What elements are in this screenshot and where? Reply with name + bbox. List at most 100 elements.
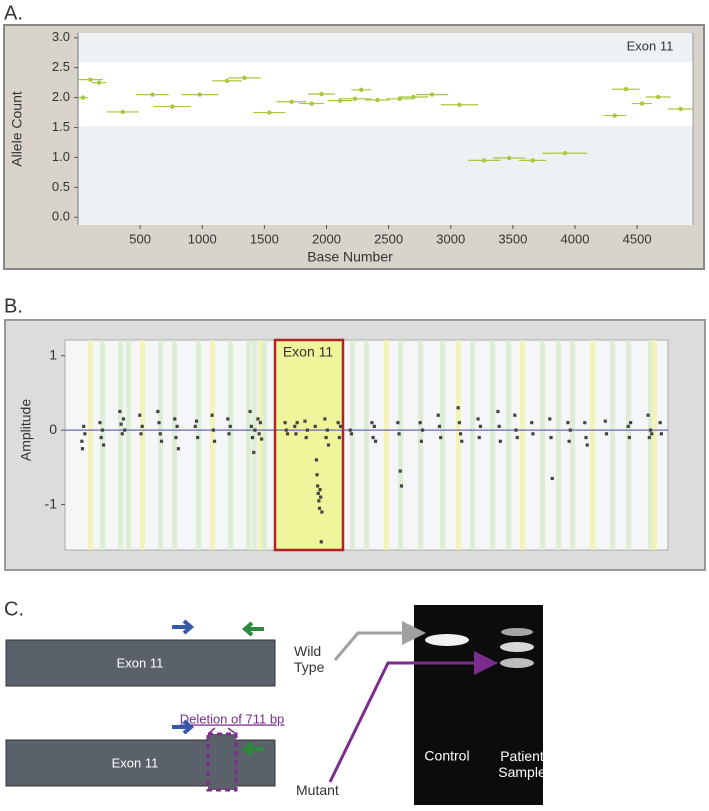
point [150, 92, 155, 97]
point [120, 432, 124, 436]
primers [172, 619, 264, 757]
point [584, 435, 588, 440]
point [80, 447, 85, 451]
point [159, 439, 164, 443]
point [303, 419, 307, 423]
point [267, 110, 272, 115]
point [80, 439, 84, 443]
x-tick-label: 500 [129, 231, 151, 246]
point [82, 424, 86, 428]
point [337, 98, 343, 103]
point [242, 75, 247, 81]
point [420, 428, 425, 432]
background-band [456, 340, 461, 550]
point [418, 421, 422, 425]
point [530, 158, 535, 163]
point [96, 80, 102, 85]
point [647, 435, 651, 440]
x-tick-label: 1500 [250, 231, 279, 246]
x-tick-label: 3500 [498, 231, 527, 246]
point [257, 432, 261, 436]
point [585, 443, 589, 447]
point [429, 92, 435, 97]
point [80, 95, 86, 100]
point [293, 424, 297, 428]
point [317, 499, 321, 503]
point [319, 91, 324, 97]
point [323, 417, 327, 421]
point [371, 435, 375, 440]
background-band [258, 340, 263, 550]
point [227, 432, 231, 436]
y-tick-label: 1 [49, 346, 57, 362]
point [496, 409, 500, 414]
point [313, 424, 317, 428]
point [659, 432, 663, 436]
lane-label: Patient Sample [498, 748, 546, 780]
x-axis-label: Base Number [307, 249, 393, 265]
point [176, 447, 180, 451]
point [326, 443, 331, 447]
x-tick-label: 1000 [188, 231, 217, 246]
point [397, 96, 402, 101]
background-band [652, 340, 657, 550]
point [437, 424, 442, 428]
point [304, 435, 308, 440]
y-tick-label: -1 [45, 495, 58, 511]
point [83, 432, 87, 436]
point [623, 87, 629, 92]
y-tick-label: 1.5 [52, 119, 70, 134]
point [650, 432, 654, 436]
point [506, 155, 512, 161]
panel-label: A. [4, 2, 23, 24]
point [248, 409, 252, 414]
point [336, 421, 340, 425]
point [305, 428, 310, 432]
point [603, 419, 607, 423]
point [258, 421, 262, 425]
point [88, 77, 93, 82]
background-band [398, 340, 403, 550]
point [476, 417, 480, 421]
point [658, 421, 662, 425]
point [193, 424, 197, 428]
point [678, 106, 683, 112]
point [656, 94, 661, 100]
point [397, 432, 401, 436]
panel-label: B. [4, 295, 23, 317]
background-band [540, 340, 545, 550]
point [259, 437, 264, 441]
point [101, 443, 106, 447]
point [370, 421, 374, 425]
mutant-label: Mutant [296, 782, 339, 798]
x-tick-label: 2500 [374, 231, 403, 246]
background-band [418, 340, 423, 550]
point [372, 424, 376, 428]
point [123, 428, 127, 432]
background-band [384, 340, 389, 550]
background-band [126, 340, 131, 550]
y-tick-label: 2.5 [52, 59, 70, 74]
point [100, 428, 104, 432]
point [140, 424, 144, 428]
point [566, 421, 570, 425]
point [548, 417, 552, 421]
mutant-arrow [328, 651, 498, 783]
point [458, 432, 463, 436]
point [318, 488, 322, 492]
point [120, 109, 125, 115]
background-band [262, 340, 267, 550]
point [375, 97, 380, 103]
point [568, 428, 572, 432]
point [285, 432, 290, 436]
point [212, 439, 217, 443]
y-tick-label: 1.0 [52, 149, 70, 164]
point [138, 413, 142, 417]
point [174, 435, 178, 440]
y-tick-label: 0.0 [52, 209, 70, 224]
reverse-primer [241, 621, 264, 637]
background-band [490, 340, 495, 550]
deletion-lines [207, 727, 237, 735]
point [460, 439, 464, 443]
background-band [88, 340, 93, 550]
